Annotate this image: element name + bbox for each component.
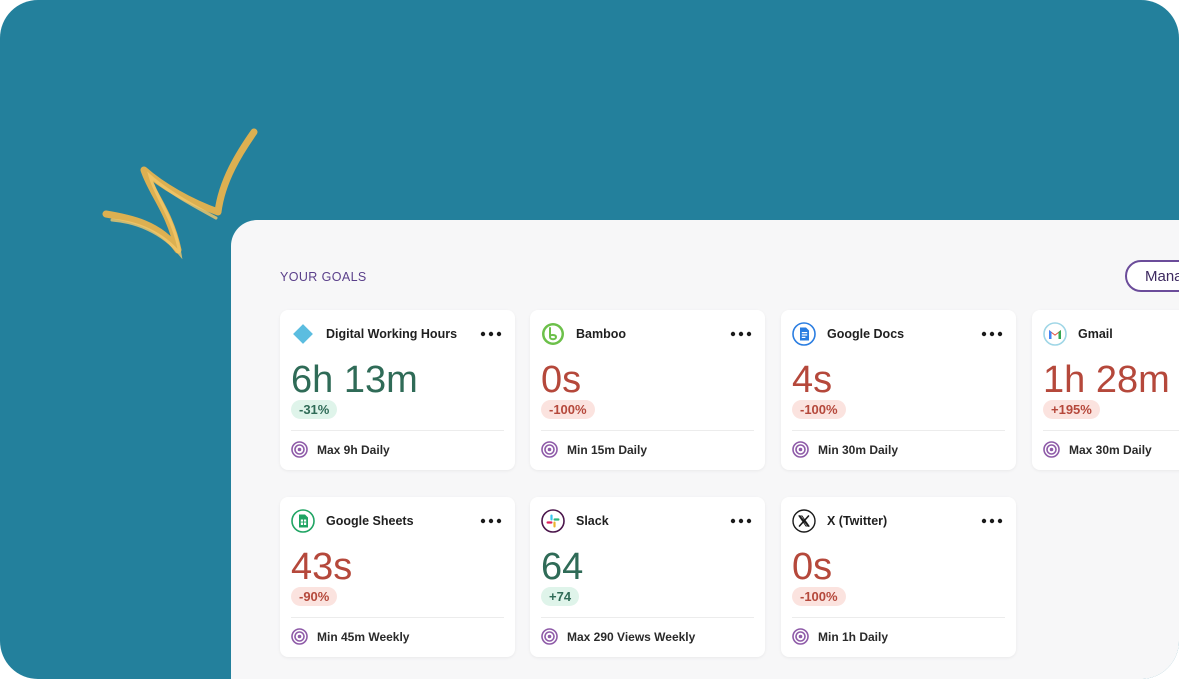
divider <box>541 430 754 431</box>
gmail-icon <box>1043 322 1067 346</box>
target-icon <box>541 441 558 458</box>
google-sheets-icon <box>291 509 315 533</box>
goal-card-gmail[interactable]: Gmail 1h 28m +195% Max 30m Daily <box>1032 310 1179 470</box>
goal-value: 6h 13m <box>291 359 418 401</box>
app-name: Slack <box>576 514 609 528</box>
goal-value: 0s <box>541 359 582 401</box>
diamond-icon <box>293 324 313 344</box>
divider <box>792 430 1005 431</box>
goals-panel: YOUR GOALS Manage Digital Working Hours … <box>231 220 1179 679</box>
change-badge: -100% <box>541 400 595 419</box>
goal-target: Min 30m Daily <box>818 443 899 457</box>
change-badge: -31% <box>291 400 338 419</box>
goal-target: Max 30m Daily <box>1069 443 1152 457</box>
goal-card-google-sheets[interactable]: Google Sheets 43s -90% Min 45m Weekly <box>280 497 515 657</box>
divider <box>541 617 754 618</box>
app-name: Google Sheets <box>326 514 414 528</box>
goal-target: Max 9h Daily <box>317 443 390 457</box>
target-icon <box>291 441 308 458</box>
goal-target: Min 45m Weekly <box>317 630 410 644</box>
goal-target: Min 15m Daily <box>567 443 648 457</box>
change-badge: +74 <box>541 587 580 606</box>
goal-value: 4s <box>792 359 833 401</box>
goal-card-digital-working-hours[interactable]: Digital Working Hours 6h 13m -31% Max 9h… <box>280 310 515 470</box>
x-twitter-icon <box>792 509 816 533</box>
target-icon <box>792 628 809 645</box>
target-icon <box>541 628 558 645</box>
divider <box>291 430 504 431</box>
app-name: Digital Working Hours <box>326 327 458 341</box>
goal-value: 0s <box>792 546 833 588</box>
target-icon <box>792 441 809 458</box>
target-icon <box>1043 441 1060 458</box>
more-options-icon[interactable] <box>981 517 1003 525</box>
divider <box>792 617 1005 618</box>
bamboo-icon <box>542 323 564 345</box>
divider <box>1043 430 1179 431</box>
change-badge: +195% <box>1043 400 1100 419</box>
goal-value: 43s <box>291 546 353 588</box>
goal-card-google-docs[interactable]: Google Docs 4s -100% Min 30m Daily <box>781 310 1016 470</box>
section-title: YOUR GOALS <box>280 270 367 284</box>
slack-icon <box>541 509 565 533</box>
target-icon <box>291 628 308 645</box>
more-options-icon[interactable] <box>480 517 502 525</box>
goal-value: 64 <box>541 546 584 588</box>
goal-target: Min 1h Daily <box>818 630 889 644</box>
app-name: Gmail <box>1078 327 1113 341</box>
change-badge: -100% <box>792 400 846 419</box>
app-name: Google Docs <box>827 327 905 341</box>
goal-card-x-twitter[interactable]: X (Twitter) 0s -100% Min 1h Daily <box>781 497 1016 657</box>
google-docs-icon <box>792 322 816 346</box>
more-options-icon[interactable] <box>981 330 1003 338</box>
scribble-decoration <box>102 128 258 260</box>
more-options-icon[interactable] <box>730 517 752 525</box>
goal-target: Max 290 Views Weekly <box>567 630 696 644</box>
goal-card-slack[interactable]: Slack 64 +74 Max 290 Views Weekly <box>530 497 765 657</box>
manage-button[interactable]: Manage <box>1125 260 1179 292</box>
app-name: Bamboo <box>576 327 626 341</box>
change-badge: -90% <box>291 587 338 606</box>
more-options-icon[interactable] <box>730 330 752 338</box>
divider <box>291 617 504 618</box>
change-badge: -100% <box>792 587 846 606</box>
goal-value: 1h 28m <box>1043 359 1170 401</box>
app-name: X (Twitter) <box>827 514 888 528</box>
more-options-icon[interactable] <box>480 330 502 338</box>
goal-card-bamboo[interactable]: Bamboo 0s -100% Min 15m Daily <box>530 310 765 470</box>
